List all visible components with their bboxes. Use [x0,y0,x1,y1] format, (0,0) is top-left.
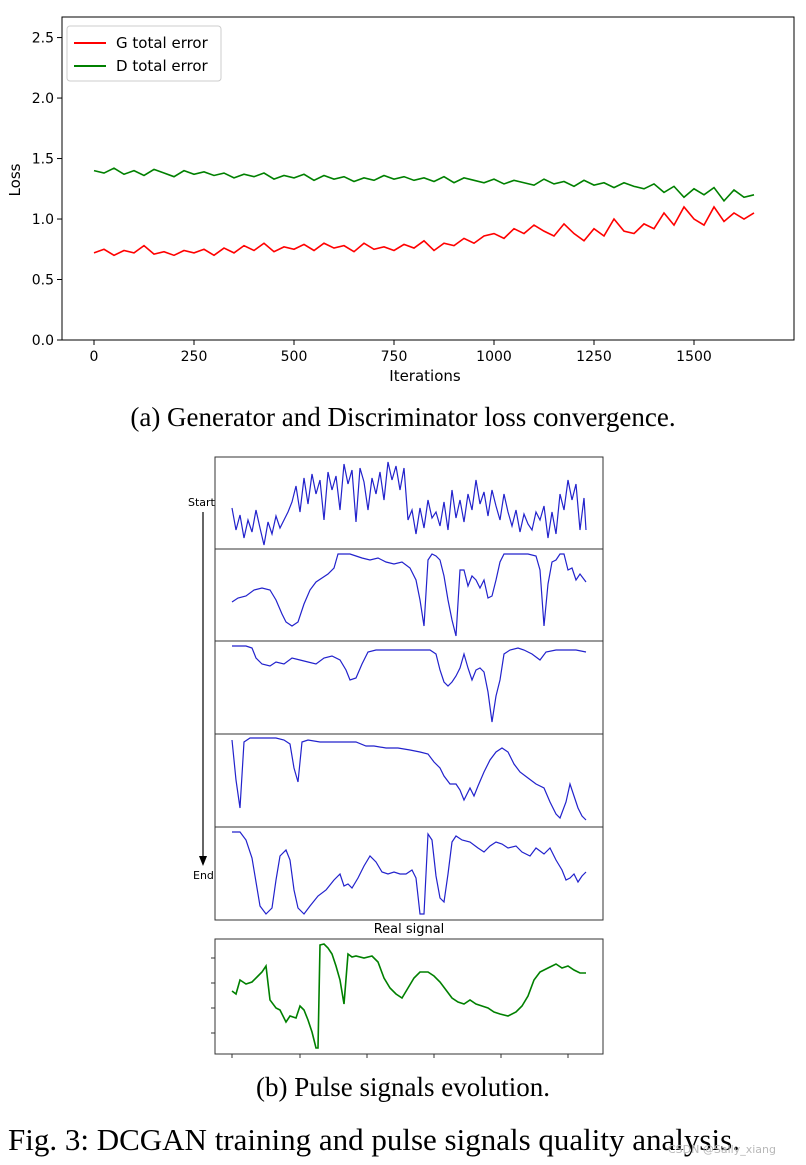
generated-signal-3 [232,645,587,723]
watermark: CSDN @Sally_xiang [668,1143,776,1156]
legend-g-label: G total error [116,34,209,52]
loss-series-group [93,167,755,257]
loss-y-tick-label: 2.5 [32,31,54,47]
real-signal-title: Real signal [374,922,445,937]
legend-d-label: D total error [116,57,209,75]
real-signal-ticks [211,957,569,1058]
legend-box [66,25,222,82]
arrow-end-label: End [193,869,214,882]
generated-panels-frame [214,456,604,921]
caption-a: (a) Generator and Discriminator loss con… [130,402,676,432]
g-total-error-line [93,205,755,257]
loss-y-tick-label: 1.5 [32,152,54,168]
real-signal-frame [214,938,604,1055]
loss-x-axis-label: Iterations [389,367,461,385]
loss-x-tick-label: 1250 [576,349,612,365]
loss-y-tick-label: 0.5 [32,273,54,289]
loss-x-tick-label: 500 [281,349,308,365]
loss-x-ticks: 0 250 500 750 1000 1250 1500 [90,340,712,365]
loss-y-tick-label: 2.0 [32,91,54,107]
pulse-evolution-figure: Start End Real signal [188,456,604,1058]
loss-y-axis-label: Loss [6,163,24,196]
d-total-error-line [93,167,755,203]
generated-signal-4 [231,737,587,821]
caption-b: (b) Pulse signals evolution. [256,1072,550,1102]
loss-x-tick-label: 1000 [476,349,512,365]
generated-signal-2 [231,553,587,637]
generated-signal-1 [231,461,587,546]
loss-x-tick-label: 750 [381,349,408,365]
loss-chart: 0 250 500 750 1000 1250 1500 0.0 0.5 1.0 1.5 2.0 2.… [6,16,795,385]
loss-x-tick-label: 250 [181,349,208,365]
loss-y-tick-label: 1.0 [32,212,54,228]
figure-main-caption: Fig. 3: DCGAN training and pulse signals… [8,1122,740,1157]
evolution-arrow-head [199,856,207,866]
generated-signal-5 [232,831,587,915]
real-signal-line [231,943,586,1049]
loss-legend: G total error D total error [66,25,222,82]
loss-x-tick-label: 1500 [676,349,712,365]
loss-y-ticks: 0.0 0.5 1.0 1.5 2.0 2.5 [32,31,62,349]
loss-x-tick-label: 0 [90,349,99,365]
loss-y-tick-label: 0.0 [32,333,54,349]
arrow-start-label: Start [188,496,216,509]
